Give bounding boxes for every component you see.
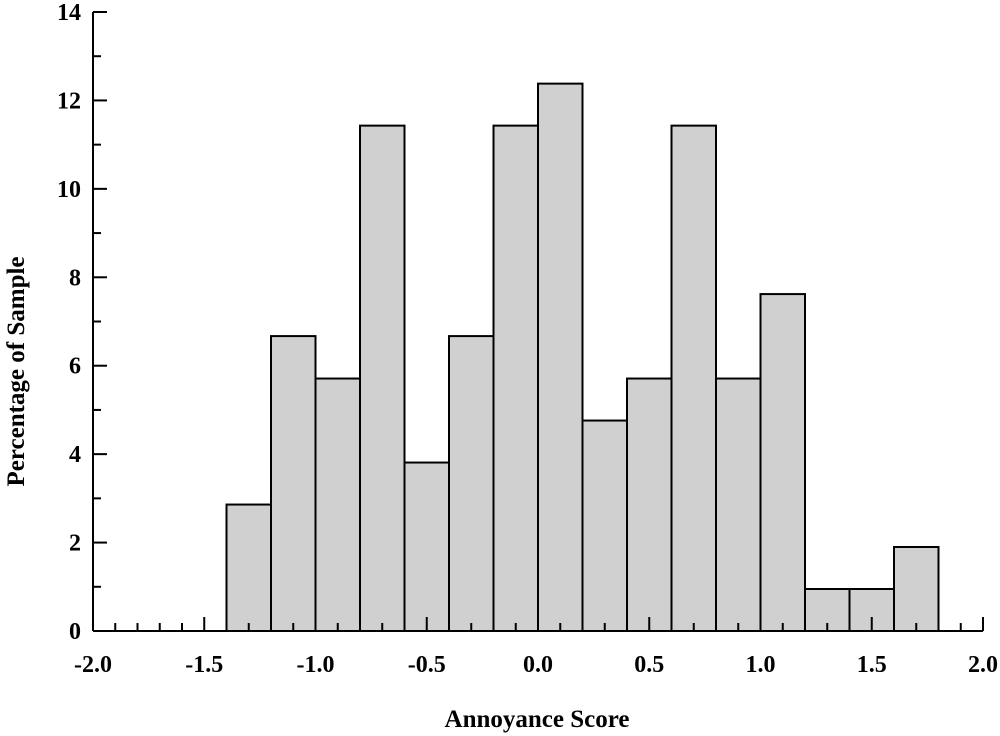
histogram-bar [448, 335, 495, 632]
histogram-bar [314, 377, 361, 633]
histogram-bar [715, 377, 762, 633]
y-tick-label: 2 [69, 531, 81, 557]
y-tick-label: 6 [69, 354, 81, 380]
y-tick-labels: 0 2 4 6 8 10 12 14 [57, 0, 81, 645]
histogram-bar [225, 503, 272, 633]
x-tick-label: -1.0 [297, 652, 335, 678]
x-tick-label: 0.0 [523, 652, 553, 678]
histogram-bar [893, 545, 940, 632]
x-tick-label: -1.5 [185, 652, 223, 678]
histogram-bar [626, 377, 673, 633]
histogram-bar [581, 419, 628, 633]
histogram-bar [270, 335, 317, 632]
histogram-bar [403, 461, 450, 632]
x-tick-label: -0.5 [408, 652, 446, 678]
x-tick-labels: -2.0 -1.5 -1.0 -0.5 0.0 0.5 1.0 1.5 2.0 [74, 652, 998, 678]
y-axis-title: Percentage of Sample [3, 256, 30, 486]
y-tick-label: 12 [57, 88, 81, 114]
histogram-bar [537, 82, 584, 633]
x-ticks-group [92, 617, 984, 631]
y-tick-label: 4 [69, 442, 81, 468]
y-tick-label: 14 [57, 0, 81, 26]
histogram-bar [359, 124, 406, 633]
x-tick-label: 2.0 [968, 652, 998, 678]
x-axis-title: Annoyance Score [445, 706, 630, 733]
y-ticks-group [93, 11, 107, 632]
x-tick-label: 0.5 [634, 652, 664, 678]
bars-group [225, 82, 940, 633]
y-tick-label: 8 [69, 265, 81, 291]
y-tick-label: 10 [57, 177, 81, 203]
histogram-bar [759, 293, 806, 632]
x-tick-label: 1.0 [746, 652, 776, 678]
x-tick-label: -2.0 [74, 652, 112, 678]
histogram-bar [492, 124, 539, 633]
y-tick-label: 0 [69, 619, 81, 645]
x-tick-label: 1.5 [857, 652, 887, 678]
histogram-bar [670, 124, 717, 633]
